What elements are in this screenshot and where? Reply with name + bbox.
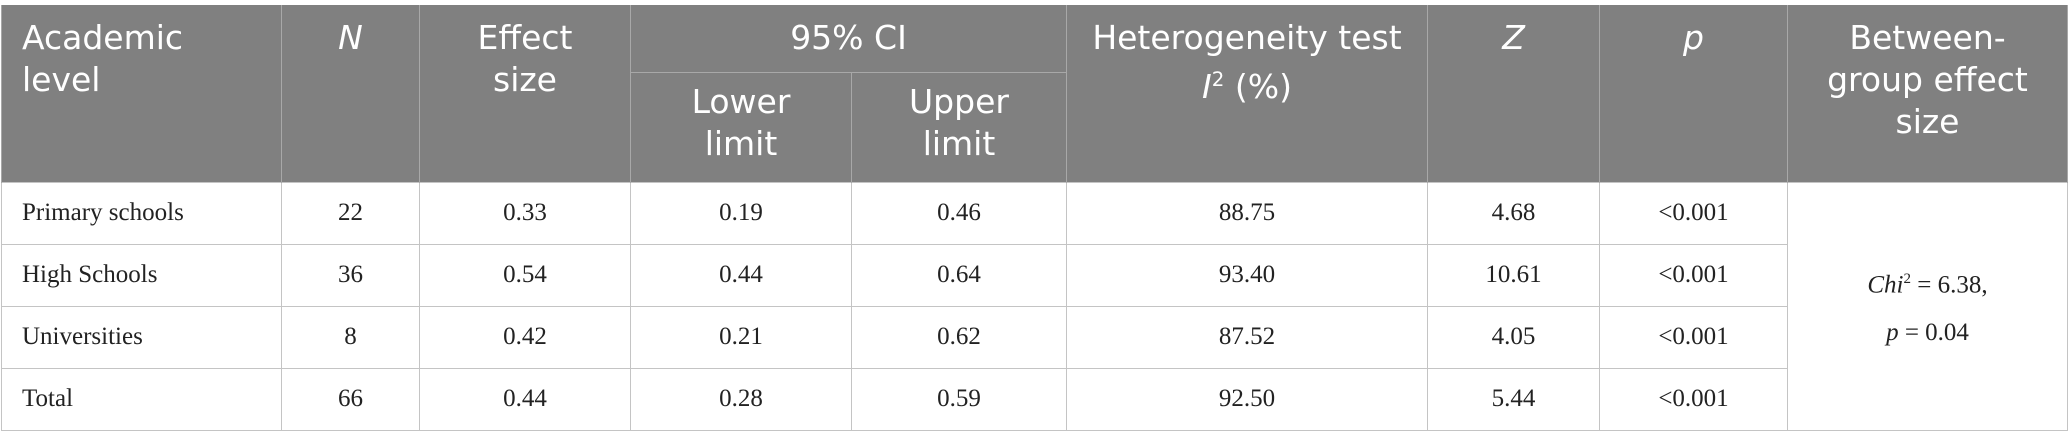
table-cell: Total	[1, 367, 282, 431]
table-cell: Universities	[1, 305, 282, 369]
table-row: Total 66 0.44 0.28 0.59 92.50 5.44 <0.001	[1, 367, 2068, 431]
table-cell: 0.28	[630, 367, 852, 431]
table-cell: <0.001	[1599, 367, 1788, 431]
table-cell: 88.75	[1066, 181, 1428, 245]
table-row: Universities 8 0.42 0.21 0.62 87.52 4.05 <0.001	[1, 305, 2068, 369]
header-symbol: I	[1202, 67, 1212, 106]
table-cell: 0.46	[851, 181, 1067, 245]
table-cell: <0.001	[1599, 305, 1788, 369]
table-cell: 0.42	[419, 305, 631, 369]
table-cell: 0.64	[851, 243, 1067, 307]
between-group-cell: Chi2 = 6.38, p = 0.04	[1787, 181, 2068, 431]
chi-sup: 2	[1903, 270, 1912, 287]
table-cell: 66	[281, 367, 420, 431]
header-text: p	[1683, 18, 1704, 57]
table-cell: 22	[281, 181, 420, 245]
table-cell: <0.001	[1599, 243, 1788, 307]
header-text: Z	[1502, 18, 1525, 57]
header-cell: Upper limit	[851, 71, 1067, 182]
table-cell: 0.33	[419, 181, 631, 245]
table-cell: High Schools	[1, 243, 282, 307]
table-cell: 10.61	[1427, 243, 1600, 307]
header-cell: Between-group effect size	[1787, 5, 2068, 182]
table-cell: 8	[281, 305, 420, 369]
header-text: 95% CI	[790, 18, 907, 57]
table-cell: 0.62	[851, 305, 1067, 369]
header-text: Lower limit	[691, 81, 791, 163]
results-table: Academic level N Effect size 95% CI Hete…	[1, 5, 2068, 431]
table-cell: 92.50	[1066, 367, 1428, 431]
table-cell: 0.21	[630, 305, 852, 369]
table-cell: 5.44	[1427, 367, 1600, 431]
header-text: Heterogeneity test	[1092, 18, 1402, 57]
table-body: Primary schools 22 0.33 0.19 0.46 88.75 4.68 <0…	[1, 181, 2068, 431]
p-value: = 0.04	[1904, 319, 1969, 347]
header-sup: 2	[1211, 68, 1225, 91]
chi-label: Chi	[1867, 271, 1904, 299]
chi-value: = 6.38,	[1917, 271, 1988, 299]
header-text: Between-group effect size	[1827, 18, 2028, 141]
header-text: N	[338, 18, 363, 57]
table-cell: 0.54	[419, 243, 631, 307]
header-cell: Z	[1427, 5, 1600, 182]
table-cell: 93.40	[1066, 243, 1428, 307]
table-cell: 0.59	[851, 367, 1067, 431]
p-label: p	[1886, 319, 1899, 347]
table-cell: 0.44	[630, 243, 852, 307]
table-row: Primary schools 22 0.33 0.19 0.46 88.75 4.68 <0…	[1, 181, 2068, 431]
header-cell: Academic level	[1, 5, 282, 182]
header-text: (%)	[1234, 67, 1292, 106]
table-cell: 36	[281, 243, 420, 307]
table-cell: 0.19	[630, 181, 852, 245]
header-cell: Lower limit	[630, 71, 852, 182]
header-text: Effect size	[477, 18, 573, 99]
table-cell: Primary schools	[1, 181, 282, 245]
table-cell: 0.44	[419, 367, 631, 431]
header-text: Upper limit	[909, 81, 1009, 163]
table-cell: 4.05	[1427, 305, 1600, 369]
header-cell: Effect size	[419, 5, 631, 182]
header-cell: p	[1599, 5, 1788, 182]
table-row: High Schools 36 0.54 0.44 0.64 93.40 10.61 <0.0…	[1, 243, 2068, 307]
header-cell: 95% CI	[630, 5, 1067, 72]
table-cell: <0.001	[1599, 181, 1788, 245]
table-cell: 87.52	[1066, 305, 1428, 369]
header-cell: N	[281, 5, 420, 182]
header-cell: Heterogeneity test I2 (%)	[1066, 5, 1428, 182]
header-text: Academic level	[22, 18, 184, 99]
table-cell: 4.68	[1427, 181, 1600, 245]
